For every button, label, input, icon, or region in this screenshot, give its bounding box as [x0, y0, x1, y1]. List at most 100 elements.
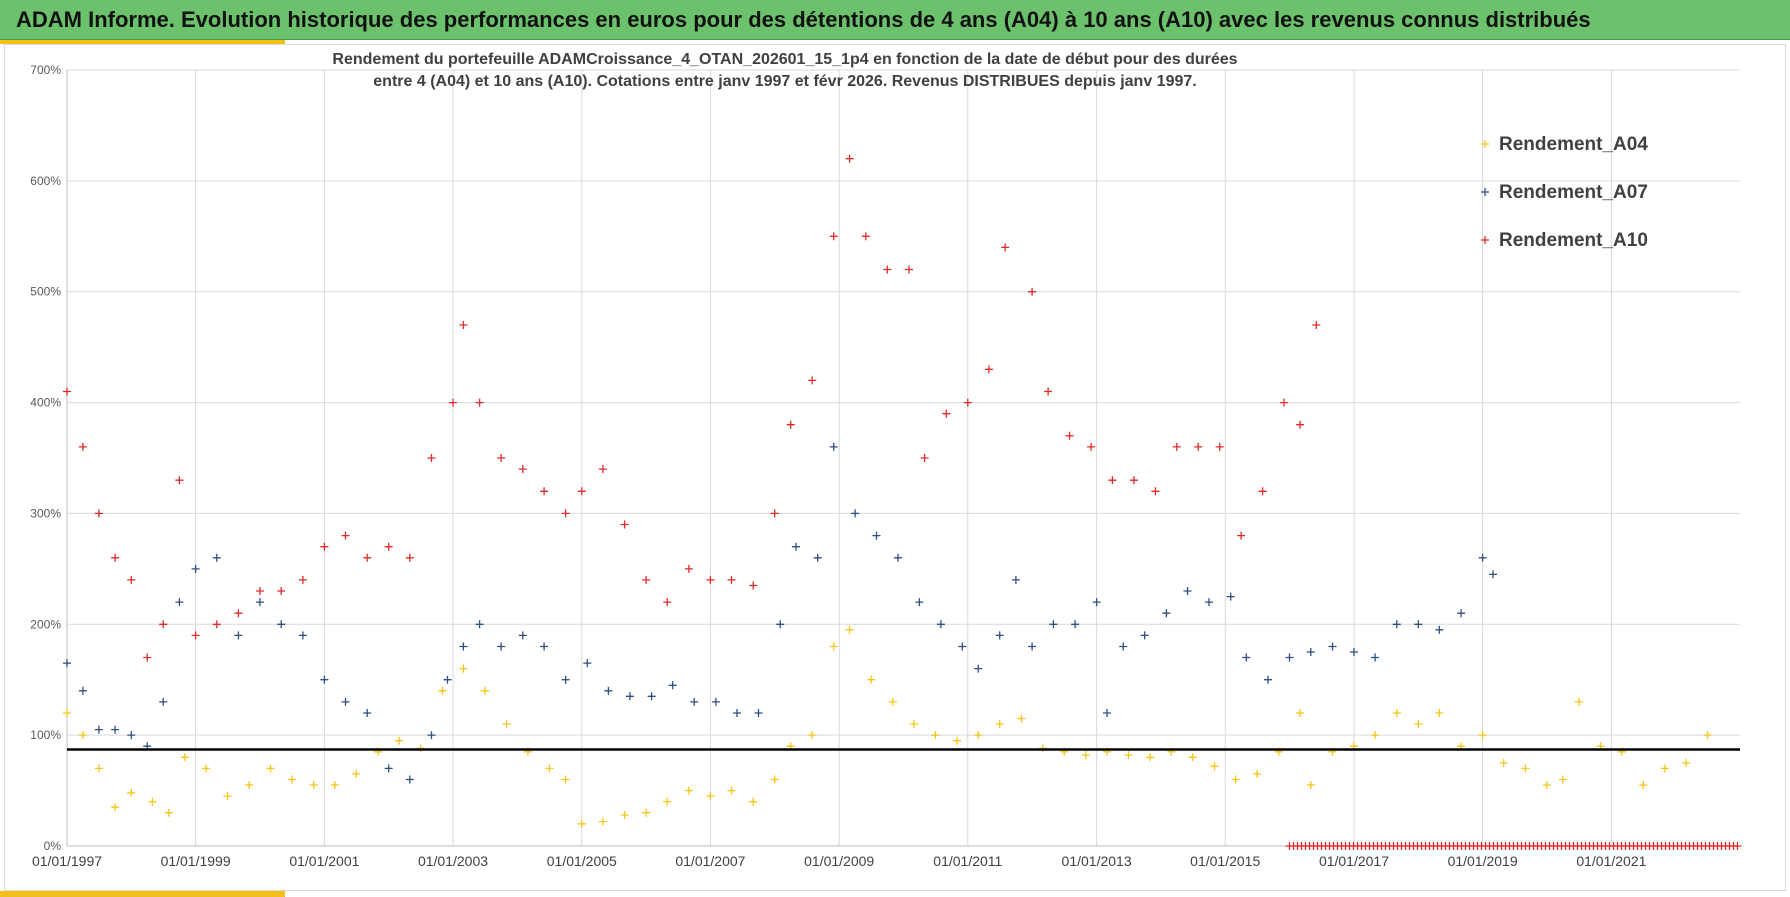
data-point	[405, 775, 414, 784]
data-point	[749, 797, 758, 806]
data-point	[920, 454, 929, 462]
data-point	[111, 803, 120, 812]
data-point	[1499, 758, 1508, 767]
data-point	[298, 575, 307, 584]
data-point	[1435, 709, 1444, 717]
data-point	[905, 265, 913, 274]
data-point	[341, 697, 350, 706]
data-point	[1328, 642, 1337, 651]
data-point	[111, 725, 120, 734]
data-point	[642, 808, 651, 817]
data-point	[475, 620, 484, 629]
data-point	[931, 731, 940, 740]
data-point	[1011, 575, 1020, 584]
legend-label: Rendement_A10	[1499, 230, 1648, 251]
x-tick-label: 01/01/2021	[1576, 853, 1646, 869]
data-point	[1264, 675, 1272, 684]
data-point	[786, 420, 795, 429]
data-point	[459, 321, 468, 329]
data-point	[888, 697, 897, 706]
legend-marker	[1481, 188, 1489, 196]
data-point	[191, 631, 200, 640]
legend-label: Rendement_A07	[1499, 182, 1648, 203]
data-point	[851, 509, 860, 518]
y-tick-label: 100%	[30, 728, 61, 742]
data-point	[540, 642, 549, 651]
chart-title-line-2: entre 4 (A04) et 10 ans (A10). Cotations…	[373, 73, 1196, 90]
data-point	[1146, 753, 1155, 762]
data-point	[1194, 442, 1203, 451]
data-point	[727, 575, 736, 584]
data-point	[1392, 709, 1401, 717]
data-point	[320, 542, 329, 551]
data-point	[829, 442, 838, 451]
data-point	[1044, 387, 1053, 396]
data-point	[845, 625, 854, 634]
data-point	[1558, 775, 1567, 784]
data-point	[384, 764, 393, 773]
x-tick-label: 01/01/2003	[418, 853, 488, 869]
data-point	[749, 581, 758, 590]
data-point	[1660, 764, 1669, 773]
data-point	[1350, 648, 1358, 656]
data-point	[577, 819, 586, 828]
data-point	[78, 731, 87, 740]
y-tick-label: 300%	[30, 506, 61, 520]
data-point	[148, 797, 157, 806]
data-point	[867, 675, 876, 684]
series-rendement-a04	[63, 625, 1712, 828]
data-point	[1071, 620, 1080, 629]
data-point	[684, 564, 693, 573]
data-point	[974, 731, 983, 740]
x-tick-label: 01/01/2007	[675, 853, 745, 869]
legend: Rendement_A04 Rendement_A07 Rendement_A10	[1481, 134, 1648, 251]
data-point	[1703, 731, 1712, 740]
data-point	[958, 642, 967, 651]
data-point	[1306, 648, 1315, 656]
data-point	[754, 709, 763, 717]
data-point	[583, 659, 592, 668]
x-tick-label: 01/01/2019	[1448, 853, 1518, 869]
data-point	[1296, 420, 1305, 429]
data-point	[577, 487, 586, 496]
x-tick-label: 01/01/2013	[1062, 853, 1132, 869]
data-point	[1081, 751, 1090, 760]
data-point	[127, 731, 136, 740]
data-point	[894, 553, 902, 562]
data-point	[497, 454, 506, 462]
data-point	[1306, 781, 1315, 789]
data-point	[127, 788, 136, 797]
data-point	[94, 509, 103, 518]
data-point	[63, 387, 71, 396]
data-point	[1087, 442, 1096, 451]
data-point	[480, 686, 489, 695]
data-point	[234, 631, 243, 640]
x-tick-label: 01/01/1999	[161, 853, 231, 869]
data-point	[277, 620, 286, 629]
data-point	[598, 465, 607, 474]
data-point	[1215, 442, 1224, 451]
data-point	[427, 454, 436, 462]
data-point	[1183, 587, 1192, 595]
data-point	[1312, 321, 1321, 329]
data-point	[1478, 731, 1487, 740]
accent-stripe-top	[0, 40, 285, 44]
x-axis-ticks: 01/01/1997 01/01/1999 01/01/2001 01/01/2003…	[32, 853, 1647, 869]
data-point	[175, 476, 184, 485]
data-point	[1103, 709, 1111, 717]
series-markers	[63, 154, 1742, 850]
data-point	[620, 520, 629, 529]
data-point	[395, 736, 404, 745]
data-point	[1285, 653, 1294, 662]
data-point	[255, 587, 264, 595]
y-tick-label: 400%	[30, 396, 61, 410]
data-point	[363, 553, 372, 562]
data-point	[1639, 781, 1648, 789]
data-point	[1231, 775, 1240, 784]
series-rendement-a10	[63, 154, 1321, 662]
data-point	[212, 620, 221, 629]
data-point	[341, 531, 350, 540]
x-tick-label: 01/01/2011	[933, 853, 1002, 869]
data-point	[352, 769, 361, 778]
data-point	[727, 786, 736, 795]
